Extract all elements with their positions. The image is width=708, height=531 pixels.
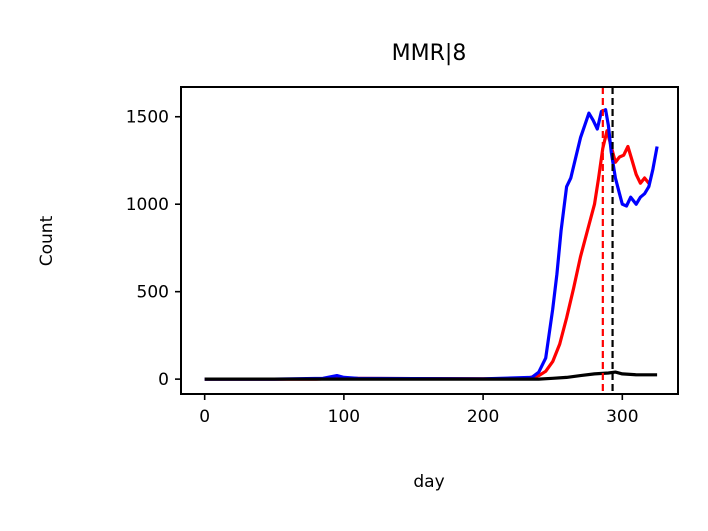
x-tick-label: 200 — [467, 407, 499, 427]
chart-title: MMR|8 — [392, 41, 467, 66]
series-line-3 — [204, 370, 658, 381]
y-axis: 0 500 1000 1500 — [126, 108, 181, 390]
plot-area-frame — [180, 86, 679, 395]
x-axis-label: day — [413, 472, 444, 492]
x-tick-label: 100 — [328, 407, 360, 427]
series-lines — [204, 108, 659, 381]
y-tick-label: 500 — [137, 283, 169, 303]
x-axis: 0 100 200 300 — [199, 394, 639, 427]
x-tick-label: 300 — [606, 407, 638, 427]
marker-lines — [601, 87, 614, 394]
series-line-1 — [204, 129, 651, 381]
y-tick-label: 0 — [158, 370, 169, 390]
y-tick-label: 1500 — [126, 108, 169, 128]
y-tick-label: 1000 — [126, 195, 169, 215]
x-tick-label: 0 — [199, 407, 210, 427]
series-line-2 — [204, 108, 659, 381]
y-axis-label: Count — [37, 215, 57, 266]
